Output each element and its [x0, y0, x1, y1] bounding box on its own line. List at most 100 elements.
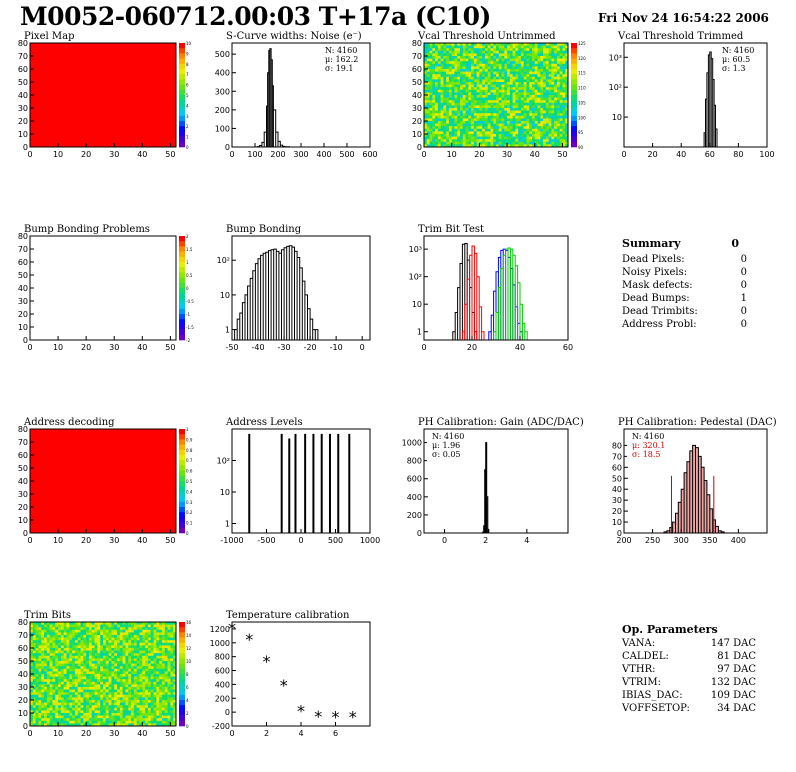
- heatmap-cell: [487, 121, 491, 124]
- heatmap-cell: [490, 95, 494, 98]
- heatmap-cell: [487, 100, 491, 104]
- heatmap-cell: [38, 640, 42, 644]
- heatmap-cell: [108, 676, 112, 680]
- heatmap-cell: [548, 79, 552, 83]
- heatmap-cell: [529, 89, 533, 93]
- heatmap-cell: [119, 681, 123, 685]
- heatmap-cell: [55, 687, 59, 690]
- heatmap-cell: [487, 43, 491, 46]
- heatmap-cell: [125, 692, 129, 696]
- heatmap-cell: [153, 679, 157, 683]
- heatmap-cell: [468, 66, 472, 70]
- heatmap-cell: [487, 87, 491, 91]
- heatmap-cell: [49, 702, 53, 706]
- palette-swatch: [179, 700, 185, 706]
- heatmap-cell: [142, 679, 146, 683]
- heatmap-cell: [520, 48, 524, 52]
- heatmap-cell: [532, 121, 536, 124]
- heatmap-cell: [462, 110, 466, 114]
- heatmap-cell: [437, 79, 441, 83]
- heatmap-cell: [46, 653, 50, 657]
- heatmap-cell: [426, 121, 430, 124]
- heatmap-cell: [100, 694, 104, 698]
- heatmap-cell: [125, 705, 129, 709]
- heatmap-cell: [46, 720, 50, 724]
- heatmap-cell: [473, 82, 477, 85]
- heatmap-cell: [545, 43, 549, 46]
- heatmap-cell: [164, 650, 168, 654]
- heatmap-cell: [161, 715, 166, 719]
- heatmap-cell: [534, 126, 538, 130]
- heatmap-cell: [150, 684, 154, 688]
- heatmap-cell: [100, 650, 104, 654]
- heatmap-cell: [443, 50, 447, 54]
- heatmap-cell: [119, 650, 123, 654]
- heatmap-cell: [457, 131, 461, 135]
- heatmap-cell: [476, 71, 480, 75]
- heatmap-cell: [432, 82, 436, 85]
- heatmap-cell: [49, 720, 53, 724]
- heatmap-cell: [86, 629, 90, 633]
- heatmap-cell: [164, 632, 168, 636]
- heatmap-cell: [490, 43, 494, 46]
- heatmap-cell: [88, 668, 93, 672]
- heatmap-cell: [559, 121, 563, 124]
- heatmap-cell: [63, 658, 67, 662]
- heatmap-cell: [147, 718, 152, 722]
- heatmap-cell: [125, 689, 129, 693]
- heatmap-cell: [543, 126, 547, 130]
- heatmap-cell: [170, 707, 174, 711]
- heatmap-cell: [529, 66, 533, 70]
- heatmap-cell: [504, 84, 508, 88]
- heatmap-cell: [74, 648, 79, 651]
- heatmap-cell: [504, 61, 508, 65]
- heatmap-cell: [473, 58, 477, 62]
- heatmap-cell: [537, 82, 541, 85]
- heatmap-cell: [457, 139, 461, 143]
- x-tick-label: -50: [225, 343, 238, 352]
- heatmap-cell: [473, 144, 477, 148]
- heatmap-cell: [501, 113, 505, 117]
- heatmap-cell: [133, 663, 137, 667]
- heatmap-cell: [170, 684, 174, 688]
- heatmap-cell: [476, 84, 480, 88]
- heatmap-cell: [111, 705, 115, 709]
- heatmap-cell: [509, 43, 513, 46]
- x-tick-label: 50: [165, 150, 175, 159]
- heatmap-cell: [170, 689, 174, 693]
- heatmap-cell: [446, 84, 450, 88]
- heatmap-cell: [515, 105, 519, 109]
- heatmap-cell: [159, 650, 163, 654]
- heatmap-cell: [100, 637, 104, 641]
- heatmap-cell: [565, 118, 569, 122]
- heatmap-cell: [128, 624, 132, 628]
- heatmap-cell: [424, 141, 428, 145]
- heatmap-cell: [443, 69, 447, 72]
- heatmap-cell: [554, 76, 558, 80]
- heatmap-cell: [451, 63, 455, 67]
- heatmap-cell: [540, 82, 544, 85]
- heatmap-cell: [565, 82, 569, 85]
- heatmap-cell: [60, 663, 64, 667]
- heatmap-cell: [74, 676, 79, 680]
- heatmap-cell: [440, 79, 444, 83]
- heatmap-cell: [35, 627, 39, 631]
- palette-swatch: [179, 303, 185, 310]
- heatmap-cell: [482, 115, 486, 119]
- heatmap-cell: [111, 720, 115, 724]
- heatmap-cell: [462, 82, 466, 85]
- palette-tick-label: 7: [186, 72, 189, 77]
- heatmap-cell: [88, 622, 93, 625]
- y-tick-label: 20: [18, 696, 28, 705]
- heatmap-cell: [170, 637, 174, 641]
- heatmap-cell: [77, 666, 81, 670]
- heatmap-cell: [125, 676, 129, 680]
- heatmap-cell: [72, 627, 76, 631]
- heatmap-cell: [153, 661, 157, 664]
- heatmap-cell: [471, 89, 475, 93]
- heatmap-cell: [551, 128, 555, 132]
- heatmap-cell: [173, 718, 177, 722]
- heatmap-cell: [97, 694, 101, 698]
- heatmap-cell: [556, 105, 560, 109]
- heatmap-cell: [111, 713, 115, 716]
